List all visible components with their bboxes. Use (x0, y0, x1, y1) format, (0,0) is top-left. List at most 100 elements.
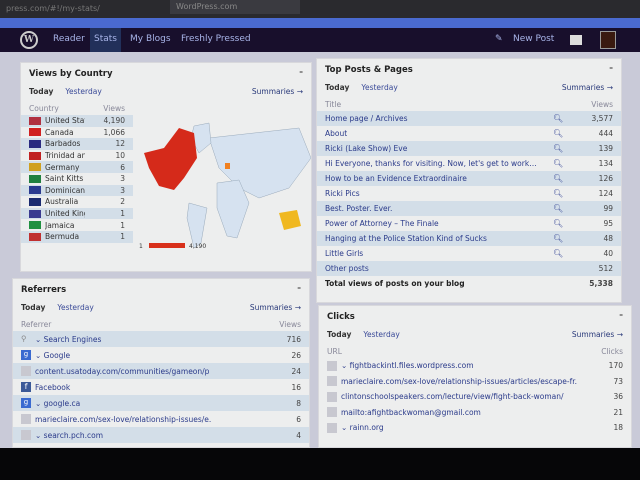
table-row[interactable]: Little Girls 🔍︎ 40 (317, 246, 621, 261)
table-row[interactable]: ⚲ ⌄ Search Engines 716 (13, 331, 309, 347)
tab-yesterday[interactable]: Yesterday (361, 83, 398, 92)
click-url[interactable]: mailto:afightbackwoman@gmail.com (341, 407, 481, 417)
world-map[interactable]: 1 4,190 (139, 118, 311, 258)
table-row[interactable]: g ⌄ google.ca 8 (13, 395, 309, 411)
table-row[interactable]: Canada 1,066 (21, 127, 133, 139)
click-url[interactable]: marieclaire.com/sex-love/relationship-is… (341, 376, 578, 386)
other-posts-label[interactable]: Other posts (325, 264, 369, 273)
table-row[interactable]: mailto:afightbackwoman@gmail.com 21 (319, 404, 631, 420)
table-row[interactable]: Power of Attorney – The Finale 🔍︎ 95 (317, 216, 621, 231)
nav-my-blogs[interactable]: My Blogs (130, 34, 171, 44)
summaries-link[interactable]: Summaries → (561, 83, 613, 92)
magnifier-icon[interactable]: 🔍︎ (553, 129, 564, 138)
table-row[interactable]: clintonschoolspeakers.com/lecture/view/f… (319, 389, 631, 405)
referrer-name[interactable]: ⌄ Google (35, 350, 71, 360)
table-row[interactable]: Home page / Archives 🔍︎ 3,577 (317, 111, 621, 126)
table-row[interactable]: Jamaica 1 (21, 219, 133, 231)
table-row[interactable]: ⌄ search.pch.com 4 (13, 427, 309, 443)
new-post-button[interactable]: New Post (513, 34, 555, 44)
post-views: 99 (603, 204, 613, 213)
tab-yesterday[interactable]: Yesterday (363, 330, 400, 339)
magnifier-icon[interactable]: 🔍︎ (553, 144, 564, 153)
referrer-name[interactable]: ⌄ Search Engines (35, 334, 102, 344)
magnifier-icon[interactable]: 🔍︎ (553, 174, 564, 183)
table-row[interactable]: ⌄ rainn.org 18 (319, 420, 631, 436)
magnifier-icon[interactable]: 🔍︎ (553, 234, 564, 243)
magnifier-icon[interactable]: 🔍︎ (553, 249, 564, 258)
tab-today[interactable]: Today (29, 87, 54, 96)
tab-yesterday[interactable]: Yesterday (57, 303, 94, 312)
col-title: Title (325, 100, 342, 109)
table-row[interactable]: Bermuda 1 (21, 230, 133, 243)
table-row[interactable]: Barbados 12 (21, 138, 133, 150)
minimize-button[interactable]: – (619, 310, 623, 319)
nav-freshly-pressed[interactable]: Freshly Pressed (181, 34, 251, 44)
table-row[interactable]: Saint Kitts and 3 (21, 173, 133, 185)
magnifier-icon[interactable]: 🔍︎ (553, 204, 564, 213)
table-row[interactable]: How to be an Evidence Extraordinaire 🔍︎ 12… (317, 171, 621, 186)
tab-today[interactable]: Today (325, 83, 350, 92)
post-title[interactable]: Hanging at the Police Station Kind of Su… (325, 234, 487, 243)
table-row[interactable]: Hanging at the Police Station Kind of Su… (317, 231, 621, 246)
pencil-icon[interactable]: ✎ (495, 34, 503, 44)
summaries-link[interactable]: Summaries → (249, 303, 301, 312)
post-title[interactable]: Power of Attorney – The Finale (325, 219, 439, 228)
referrer-name[interactable]: ⌄ google.ca (35, 398, 81, 408)
post-title[interactable]: Home page / Archives (325, 114, 408, 123)
referrer-name[interactable]: Facebook (35, 382, 71, 392)
post-title[interactable]: How to be an Evidence Extraordinaire (325, 174, 467, 183)
other-posts-row[interactable]: Other posts 512 (317, 261, 621, 276)
table-row[interactable]: ⌄ fightbackintl.files.wordpress.com 170 (319, 358, 631, 374)
referrer-name[interactable]: ⌄ search.pch.com (35, 430, 104, 440)
table-row[interactable]: Hi Everyone, thanks for visiting. Now, l… (317, 156, 621, 171)
click-url[interactable]: clintonschoolspeakers.com/lecture/view/f… (341, 392, 564, 402)
magnifier-icon[interactable]: 🔍︎ (553, 219, 564, 228)
post-title[interactable]: Ricki Pics (325, 189, 360, 198)
post-title[interactable]: Little Girls (325, 249, 364, 258)
referrer-name[interactable]: marieclaire.com/sex-love/relationship-is… (35, 414, 212, 424)
table-row[interactable]: f Facebook 16 (13, 379, 309, 395)
post-views: 139 (598, 144, 613, 153)
magnifier-icon[interactable]: 🔍︎ (553, 189, 564, 198)
table-row[interactable]: Ricki Pics 🔍︎ 124 (317, 186, 621, 201)
minimize-button[interactable]: – (297, 283, 301, 292)
post-title[interactable]: Hi Everyone, thanks for visiting. Now, l… (325, 159, 537, 168)
post-title[interactable]: Best. Poster. Ever. (325, 204, 393, 213)
tab-today[interactable]: Today (327, 330, 352, 339)
magnifier-icon[interactable]: 🔍︎ (553, 159, 564, 168)
summaries-link[interactable]: Summaries → (251, 87, 303, 96)
table-row[interactable]: Germany 6 (21, 161, 133, 173)
table-row[interactable]: United Kingdor 1 (21, 207, 133, 220)
minimize-button[interactable]: – (609, 63, 613, 72)
nav-stats[interactable]: Stats (90, 28, 121, 52)
table-row[interactable]: marieclaire.com/sex-love/relationship-is… (319, 373, 631, 389)
table-row[interactable]: marieclaire.com/sex-love/relationship-is… (13, 411, 309, 427)
post-title[interactable]: Ricki (Lake Show) Eve (325, 144, 408, 153)
post-title[interactable]: About (325, 129, 348, 138)
table-row[interactable]: Dominican Rep 3 (21, 184, 133, 197)
top-posts-panel: Top Posts & Pages – Today Yesterday Summar… (316, 58, 622, 303)
browser-tab[interactable]: WordPress.com (170, 0, 300, 14)
table-row[interactable]: Australia 2 (21, 196, 133, 208)
magnifier-icon[interactable]: 🔍︎ (553, 114, 564, 123)
table-row[interactable]: Best. Poster. Ever. 🔍︎ 99 (317, 201, 621, 216)
nav-reader[interactable]: Reader (53, 34, 85, 44)
click-url[interactable]: ⌄ fightbackintl.files.wordpress.com (341, 361, 474, 371)
avatar[interactable] (600, 31, 616, 49)
referrer-name[interactable]: content.usatoday.com/communities/gameon/… (35, 366, 210, 376)
wordpress-logo-icon[interactable]: W (20, 31, 38, 49)
table-row[interactable]: content.usatoday.com/communities/gameon/… (13, 363, 309, 379)
table-row[interactable]: About 🔍︎ 444 (317, 126, 621, 141)
tab-yesterday[interactable]: Yesterday (65, 87, 102, 96)
notifications-icon[interactable] (570, 35, 582, 45)
click-url[interactable]: ⌄ rainn.org (341, 423, 384, 433)
table-row[interactable]: Trinidad and T- 10 (21, 150, 133, 162)
minimize-button[interactable]: – (299, 67, 303, 76)
table-row[interactable]: Ricki (Lake Show) Eve 🔍︎ 139 (317, 141, 621, 156)
table-row[interactable]: g ⌄ Google 26 (13, 347, 309, 363)
table-row[interactable]: United States 4,190 (21, 115, 133, 127)
summaries-link[interactable]: Summaries → (571, 330, 623, 339)
click-count: 36 (613, 392, 623, 402)
tab-today[interactable]: Today (21, 303, 46, 312)
address-bar[interactable]: press.com/#!/my-stats/ (6, 4, 100, 13)
